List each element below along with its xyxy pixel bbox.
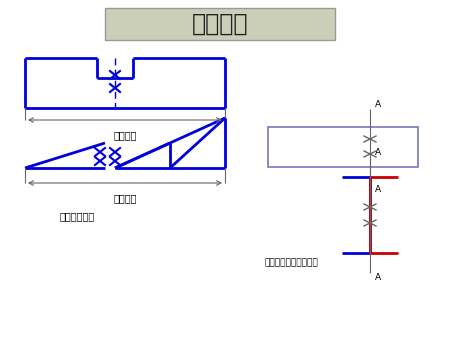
Text: 标注原长: 标注原长	[113, 130, 137, 140]
Text: A: A	[375, 185, 381, 194]
Text: 省略画法: 省略画法	[192, 12, 248, 36]
Text: A: A	[375, 100, 381, 109]
Text: 标注原长: 标注原长	[113, 193, 137, 203]
Text: A: A	[375, 273, 381, 282]
Text: A: A	[375, 148, 381, 157]
Text: 折断省略画法: 折断省略画法	[60, 211, 95, 221]
Bar	[105, 8, 335, 40]
Text: 构件局部不同省略画法: 构件局部不同省略画法	[265, 258, 319, 267]
Bar	[268, 127, 418, 167]
